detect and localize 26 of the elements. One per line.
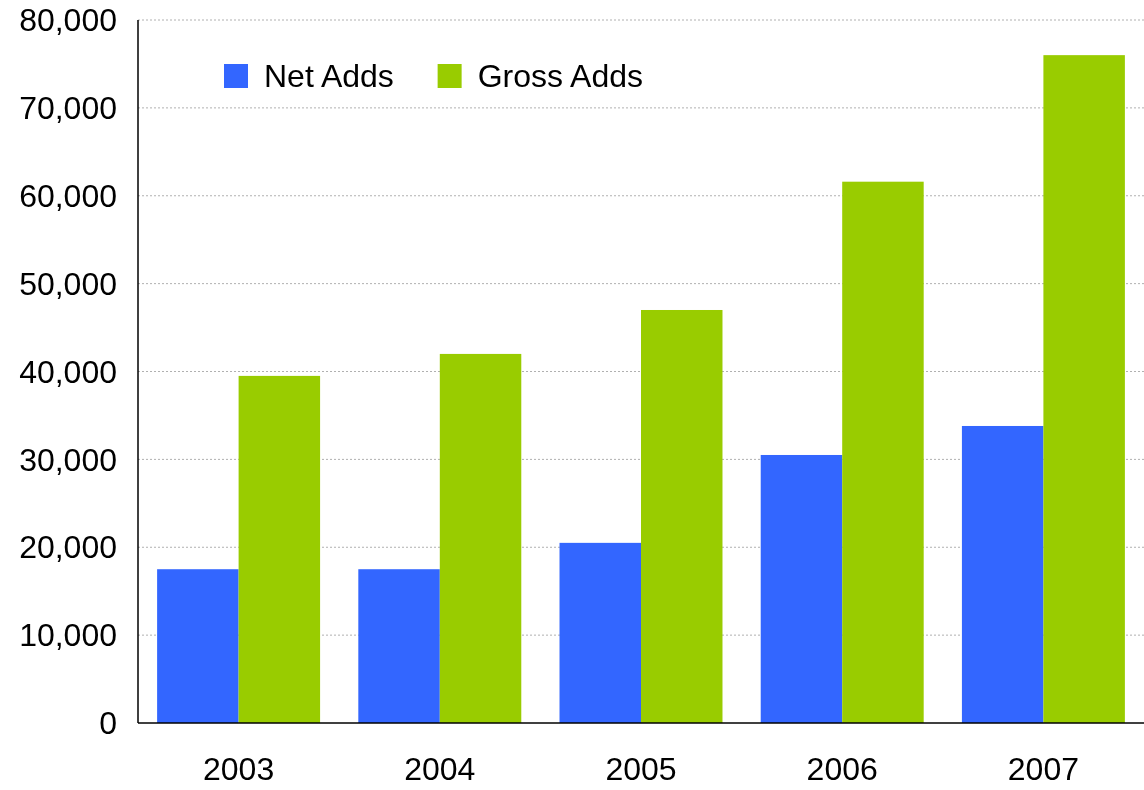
x-tick-label: 2006 bbox=[806, 751, 878, 787]
legend-label: Gross Adds bbox=[477, 58, 644, 95]
x-tick-label: 2005 bbox=[605, 751, 677, 787]
legend-label: Net Adds bbox=[264, 58, 394, 95]
bar bbox=[1043, 55, 1125, 723]
y-tick-label: 40,000 bbox=[19, 353, 117, 390]
y-tick-label: 60,000 bbox=[19, 177, 117, 214]
y-tick-label: 70,000 bbox=[19, 90, 117, 127]
y-tick-label: 50,000 bbox=[19, 265, 117, 302]
x-tick-label: 2003 bbox=[203, 751, 275, 787]
bar bbox=[641, 309, 723, 723]
bar bbox=[760, 454, 843, 723]
bar bbox=[559, 542, 641, 723]
x-tick-label: 2004 bbox=[404, 751, 476, 787]
bar bbox=[842, 181, 924, 723]
x-tick-label: 2007 bbox=[1007, 751, 1079, 787]
y-tick-label: 80,000 bbox=[19, 2, 117, 39]
bar bbox=[238, 375, 321, 723]
y-tick-label: 20,000 bbox=[19, 529, 117, 566]
bar bbox=[358, 569, 440, 723]
bar bbox=[157, 569, 239, 723]
y-tick-label: 10,000 bbox=[19, 617, 117, 654]
bar bbox=[961, 425, 1044, 723]
y-tick-label: 0 bbox=[99, 705, 117, 742]
bar bbox=[439, 353, 522, 723]
y-tick-label: 30,000 bbox=[19, 441, 117, 478]
